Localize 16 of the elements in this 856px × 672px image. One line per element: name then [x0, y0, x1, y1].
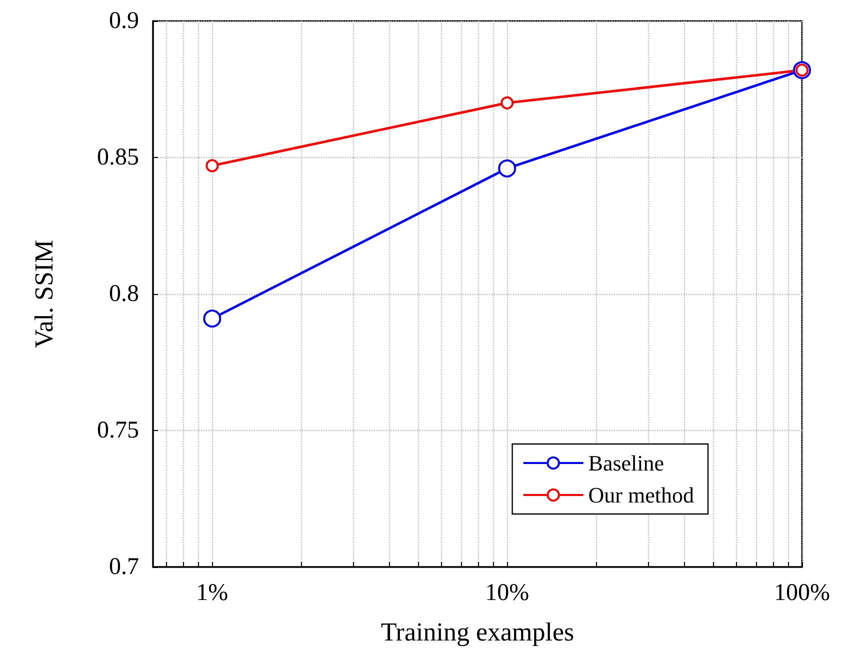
y-tick-label: 0.85: [97, 144, 139, 170]
point: [498, 159, 516, 178]
y-tick-label: 0.7: [109, 554, 139, 580]
x-tick-label: 100%: [774, 580, 830, 606]
point: [203, 310, 222, 328]
x-tick-label: 1%: [196, 580, 228, 606]
point: [206, 159, 219, 172]
y-tick-label: 0.75: [97, 418, 139, 444]
y-axis-title: Val. SSIM: [30, 240, 58, 348]
legend-label: Our method: [588, 482, 694, 508]
y-tick-label: 0.9: [109, 8, 139, 34]
y-tick-label: 0.8: [109, 281, 139, 307]
x-axis-title: Training examples: [380, 618, 574, 646]
x-tick-label: 10%: [485, 580, 530, 606]
legend-label: Baseline: [588, 450, 664, 476]
point: [500, 96, 514, 110]
